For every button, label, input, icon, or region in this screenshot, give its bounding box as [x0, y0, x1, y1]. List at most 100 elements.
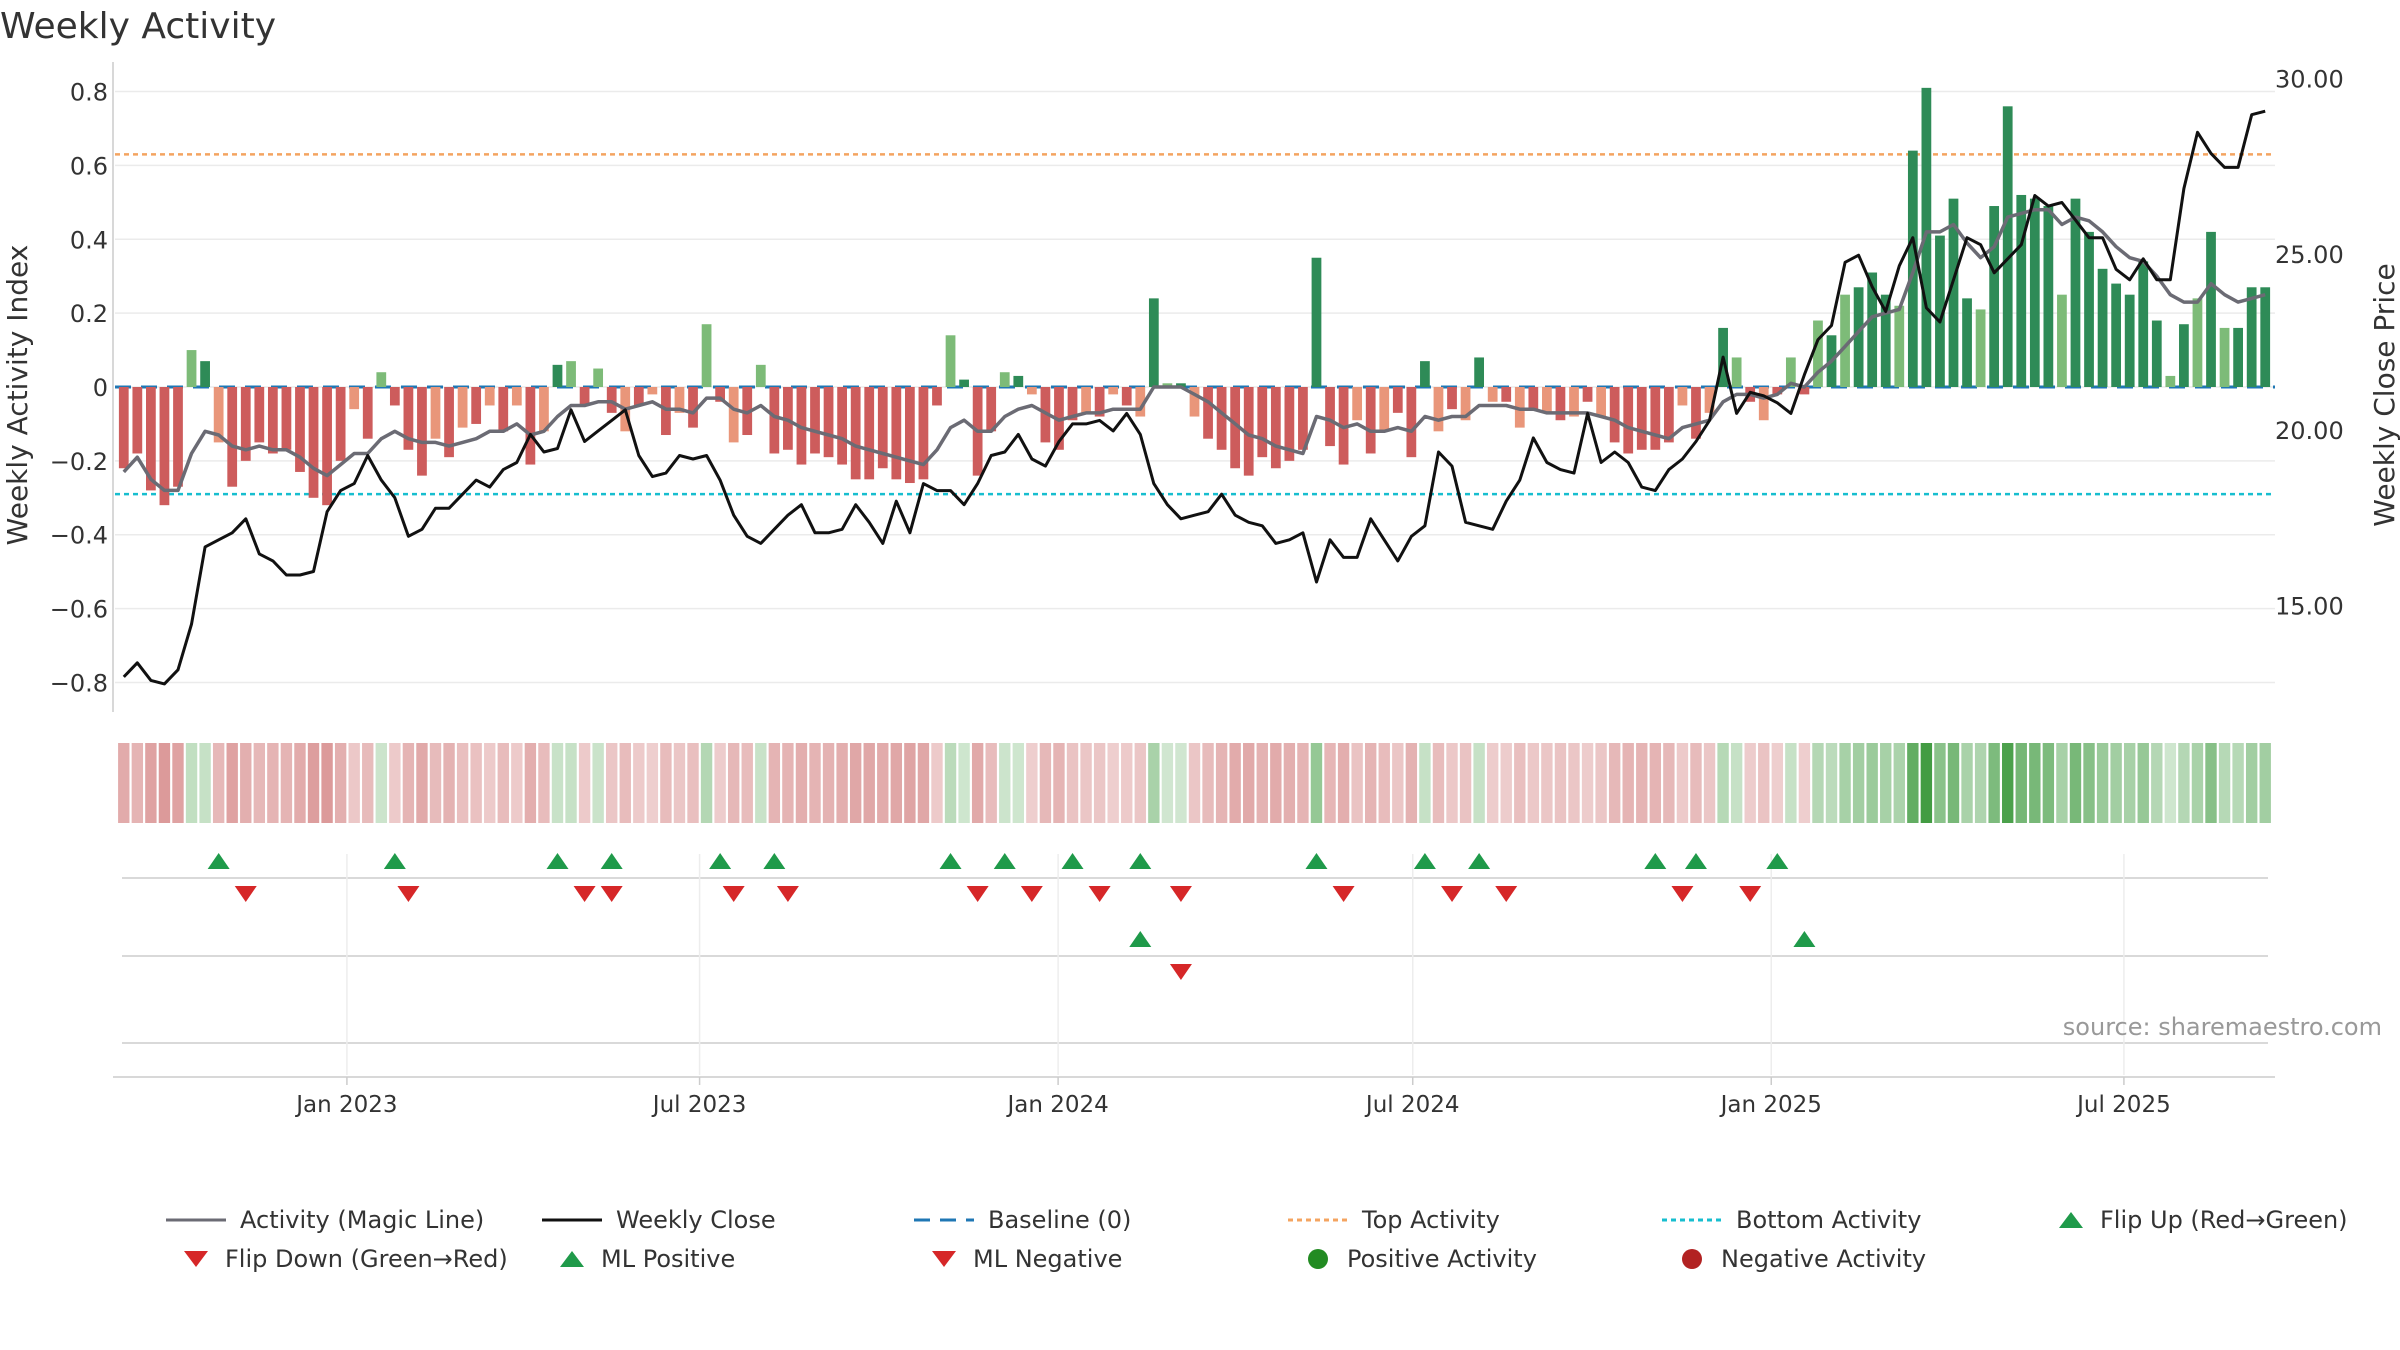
activity-bar: [2206, 231, 2216, 387]
heat-cell: [2245, 743, 2258, 823]
activity-bar: [647, 387, 658, 395]
heat-cell: [226, 743, 238, 823]
activity-bar: [2057, 294, 2067, 387]
activity-bar: [2151, 320, 2162, 387]
heat-cell: [2191, 743, 2204, 823]
heat-cell: [1798, 743, 1811, 823]
heat-cell: [1581, 743, 1594, 823]
heat-cell: [334, 743, 347, 823]
activity-bar: [823, 387, 834, 458]
activity-bar: [1623, 387, 1634, 454]
heat-cell: [1229, 743, 1241, 823]
heat-cell: [551, 743, 564, 823]
activity-bar: [579, 387, 590, 406]
heat-cell: [1852, 743, 1865, 823]
heat-cell: [999, 743, 1011, 823]
activity-bar: [1758, 387, 1769, 421]
ml-negative-marker: [1169, 964, 1192, 980]
activity-bar: [1325, 387, 1335, 447]
flip-up-marker: [1644, 853, 1667, 869]
flip-down-marker: [573, 886, 596, 902]
activity-bar: [240, 387, 251, 461]
activity-bar: [1880, 294, 1891, 387]
activity-bar: [1284, 387, 1295, 461]
activity-bar: [1731, 357, 1742, 387]
flip-down-marker: [1739, 886, 1762, 902]
flip-down-marker: [1332, 886, 1355, 902]
activity-bar: [2165, 375, 2176, 387]
activity-bar: [2084, 231, 2094, 387]
heat-cell: [1188, 743, 1201, 823]
heat-cell: [158, 743, 171, 823]
activity-bar: [1026, 387, 1037, 395]
heat-cell: [1663, 743, 1675, 823]
flip-up-marker: [1766, 853, 1789, 869]
heat-cell: [1690, 743, 1702, 823]
heat-cell: [2110, 743, 2122, 823]
y2-axis-title: Weekly Close Price: [2368, 263, 2400, 526]
heat-cell: [1717, 743, 1729, 823]
y-tick-label: 0.6: [70, 152, 108, 180]
activity-bar: [1650, 387, 1661, 450]
heat-cell: [1554, 743, 1567, 823]
heat-cell: [1758, 743, 1770, 823]
flip-down-marker: [600, 886, 623, 902]
y-tick-label: −0.8: [50, 669, 108, 697]
heat-cell: [253, 743, 266, 823]
flip-down-marker: [234, 886, 257, 902]
activity-bar: [1840, 294, 1850, 387]
activity-bar: [1596, 387, 1606, 417]
activity-bar: [1257, 387, 1268, 458]
heat-cell: [592, 743, 604, 823]
heat-cell: [470, 743, 482, 823]
activity-bar: [728, 387, 739, 443]
heat-cell: [1988, 743, 2000, 823]
heat-cell: [1093, 743, 1106, 823]
activity-bar: [403, 387, 414, 450]
heat-cell: [700, 743, 713, 823]
activity-bar: [891, 387, 902, 480]
activity-bar: [1528, 387, 1539, 410]
activity-bar: [186, 350, 197, 387]
activity-bar: [1948, 198, 1959, 387]
activity-bar: [1379, 387, 1390, 432]
activity-bar: [322, 387, 332, 506]
activity-bar: [701, 324, 712, 387]
heat-cell: [2205, 743, 2217, 823]
heat-cell: [741, 743, 753, 823]
y-tick-label: −0.6: [50, 596, 108, 624]
flip-up-marker: [546, 853, 569, 869]
heat-cell: [511, 743, 523, 823]
activity-bar: [1176, 383, 1186, 387]
heat-cell: [863, 743, 875, 823]
heat-cell: [267, 743, 279, 823]
activity-bar: [146, 387, 156, 491]
heat-cell: [660, 743, 672, 823]
flip-down-marker: [1020, 886, 1043, 902]
activity-bar: [959, 379, 969, 387]
activity-bar: [2179, 324, 2189, 387]
activity-bar: [2002, 106, 2013, 388]
activity-bar: [1352, 387, 1363, 421]
activity-bar: [1975, 309, 1986, 387]
heat-cell: [1392, 743, 1404, 823]
flip-down-marker: [722, 886, 745, 902]
x-tick-label: Jan 2025: [1719, 1092, 1822, 1118]
activity-bar: [1609, 387, 1620, 443]
heat-cell: [145, 743, 157, 823]
activity-bar: [2111, 283, 2122, 387]
heat-cell: [1256, 743, 1268, 823]
activity-bar: [1542, 387, 1552, 413]
heat-cell: [1446, 743, 1458, 823]
heat-cell: [2259, 743, 2271, 823]
activity-bar: [1501, 387, 1512, 402]
heat-cell: [633, 743, 645, 823]
heat-cell: [1080, 743, 1092, 823]
heat-cell: [1405, 743, 1418, 823]
activity-bar: [200, 361, 210, 387]
activity-bar: [1135, 387, 1146, 417]
activity-bar: [566, 361, 576, 387]
flip-up-marker: [993, 853, 1016, 869]
flip-up-marker: [1061, 853, 1084, 869]
heat-cell: [782, 743, 794, 823]
